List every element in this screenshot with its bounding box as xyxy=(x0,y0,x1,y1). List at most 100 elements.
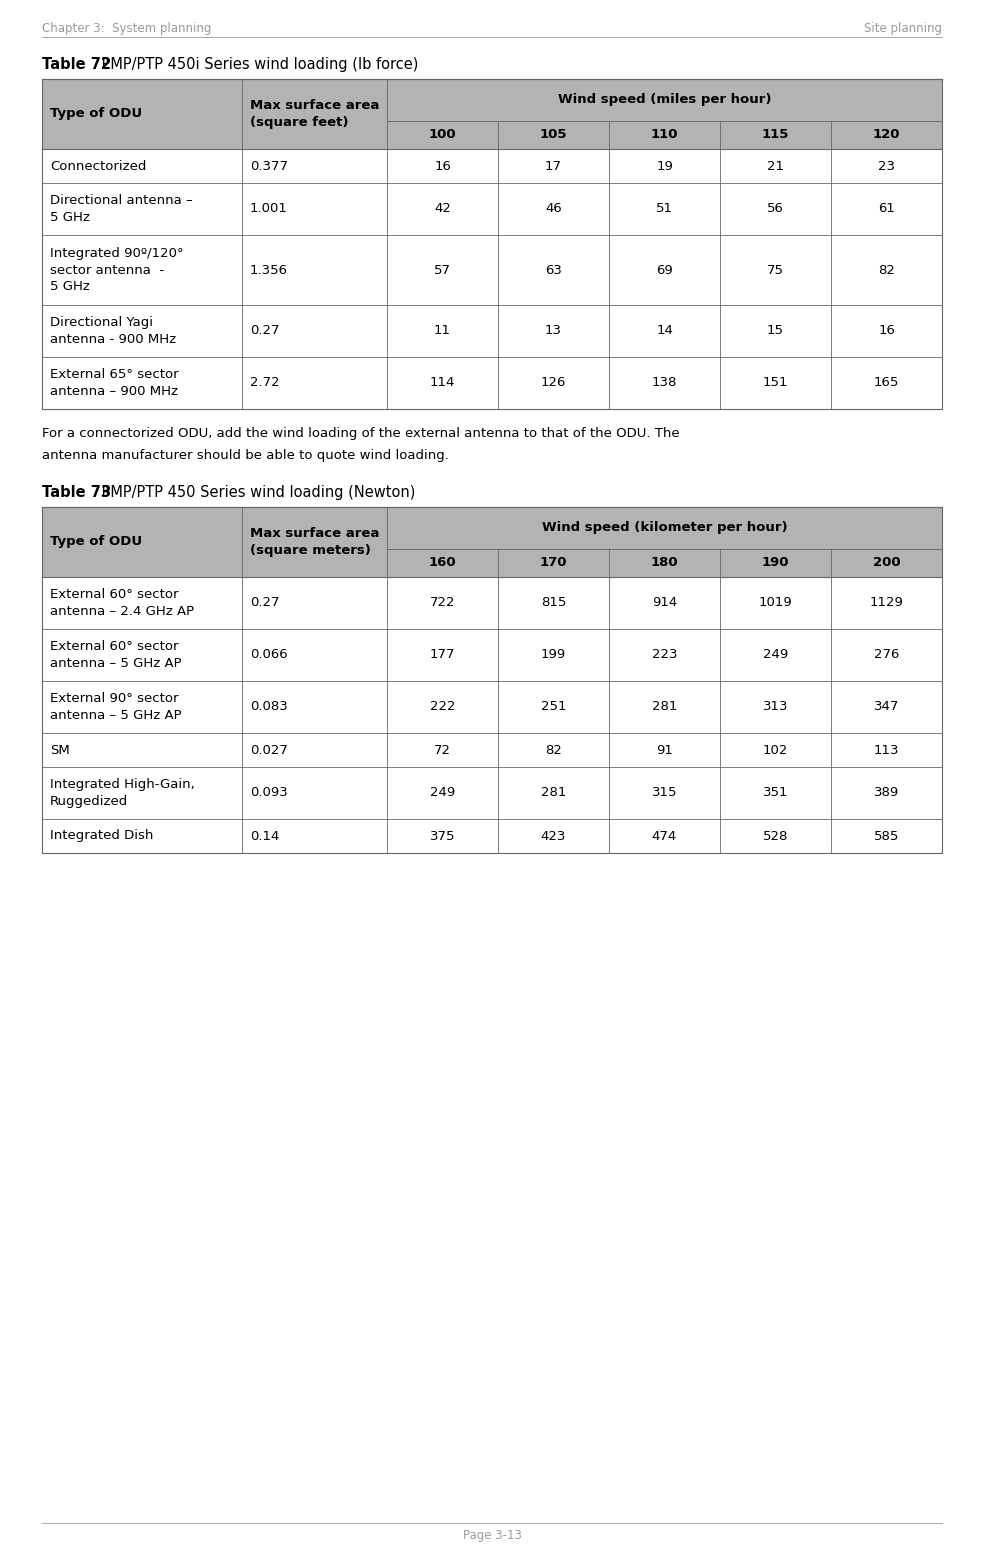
Text: 389: 389 xyxy=(874,787,899,799)
Text: 100: 100 xyxy=(429,129,457,142)
Text: PMP/PTP 450i Series wind loading (lb force): PMP/PTP 450i Series wind loading (lb for… xyxy=(97,58,418,72)
Text: 177: 177 xyxy=(430,648,456,661)
Text: 0.093: 0.093 xyxy=(250,787,287,799)
Text: 61: 61 xyxy=(878,202,894,216)
Text: 180: 180 xyxy=(650,557,678,569)
Text: 0.14: 0.14 xyxy=(250,829,279,843)
Text: 105: 105 xyxy=(540,129,567,142)
Text: 63: 63 xyxy=(545,263,562,277)
Text: 16: 16 xyxy=(878,325,894,337)
Text: 351: 351 xyxy=(763,787,788,799)
Text: Connectorized: Connectorized xyxy=(50,160,147,173)
Text: 120: 120 xyxy=(873,129,900,142)
Text: Max surface area
(square feet): Max surface area (square feet) xyxy=(250,100,380,129)
Text: 0.27: 0.27 xyxy=(250,325,279,337)
Text: 313: 313 xyxy=(763,700,788,714)
Text: Table 72: Table 72 xyxy=(42,58,111,72)
Text: 281: 281 xyxy=(541,787,566,799)
Text: Type of ODU: Type of ODU xyxy=(50,107,142,120)
Text: 474: 474 xyxy=(651,829,677,843)
Text: SM: SM xyxy=(50,743,70,756)
Text: Directional antenna –
5 GHz: Directional antenna – 5 GHz xyxy=(50,194,193,224)
Text: 56: 56 xyxy=(768,202,784,216)
Bar xyxy=(42,79,942,149)
Text: 815: 815 xyxy=(541,597,566,610)
Text: Page 3-13: Page 3-13 xyxy=(462,1529,522,1543)
Text: 199: 199 xyxy=(541,648,566,661)
Text: 151: 151 xyxy=(763,376,788,389)
Text: Type of ODU: Type of ODU xyxy=(50,535,142,549)
Text: 14: 14 xyxy=(656,325,673,337)
Text: 722: 722 xyxy=(430,597,456,610)
Text: 75: 75 xyxy=(767,263,784,277)
Text: 17: 17 xyxy=(545,160,562,173)
Text: 91: 91 xyxy=(656,743,673,756)
Text: Site planning: Site planning xyxy=(864,22,942,36)
Text: 21: 21 xyxy=(767,160,784,173)
Text: 1.001: 1.001 xyxy=(250,202,288,216)
Text: 249: 249 xyxy=(763,648,788,661)
Text: 276: 276 xyxy=(874,648,899,661)
Text: antenna manufacturer should be able to quote wind loading.: antenna manufacturer should be able to q… xyxy=(42,449,449,462)
Text: 0.377: 0.377 xyxy=(250,160,288,173)
Text: Table 73: Table 73 xyxy=(42,485,111,501)
Text: External 60° sector
antenna – 2.4 GHz AP: External 60° sector antenna – 2.4 GHz AP xyxy=(50,588,194,617)
Text: 170: 170 xyxy=(540,557,567,569)
Text: 114: 114 xyxy=(430,376,456,389)
Text: 249: 249 xyxy=(430,787,456,799)
Text: 126: 126 xyxy=(541,376,566,389)
Text: 115: 115 xyxy=(762,129,789,142)
Text: External 90° sector
antenna – 5 GHz AP: External 90° sector antenna – 5 GHz AP xyxy=(50,692,182,722)
Text: 1129: 1129 xyxy=(870,597,903,610)
Text: 69: 69 xyxy=(656,263,673,277)
Text: 15: 15 xyxy=(767,325,784,337)
Text: Integrated 90º/120°
sector antenna  -
5 GHz: Integrated 90º/120° sector antenna - 5 G… xyxy=(50,247,184,294)
Text: 1.356: 1.356 xyxy=(250,263,288,277)
Text: External 60° sector
antenna – 5 GHz AP: External 60° sector antenna – 5 GHz AP xyxy=(50,641,182,670)
Text: 165: 165 xyxy=(874,376,899,389)
Text: External 65° sector
antenna – 900 MHz: External 65° sector antenna – 900 MHz xyxy=(50,369,179,398)
Text: 110: 110 xyxy=(650,129,678,142)
Text: 0.027: 0.027 xyxy=(250,743,288,756)
Text: 528: 528 xyxy=(763,829,788,843)
Text: 0.27: 0.27 xyxy=(250,597,279,610)
Text: 222: 222 xyxy=(430,700,456,714)
Text: 315: 315 xyxy=(651,787,677,799)
Text: 914: 914 xyxy=(651,597,677,610)
Text: 281: 281 xyxy=(651,700,677,714)
Text: Directional Yagi
antenna - 900 MHz: Directional Yagi antenna - 900 MHz xyxy=(50,316,176,347)
Text: 11: 11 xyxy=(434,325,451,337)
Text: 51: 51 xyxy=(656,202,673,216)
Text: 23: 23 xyxy=(878,160,895,173)
Text: 423: 423 xyxy=(541,829,566,843)
Bar xyxy=(42,507,942,577)
Text: 46: 46 xyxy=(545,202,562,216)
Bar xyxy=(42,79,942,409)
Text: 138: 138 xyxy=(651,376,677,389)
Text: 57: 57 xyxy=(434,263,451,277)
Text: Integrated High-Gain,
Ruggedized: Integrated High-Gain, Ruggedized xyxy=(50,778,195,809)
Text: 1019: 1019 xyxy=(759,597,792,610)
Text: Wind speed (kilometer per hour): Wind speed (kilometer per hour) xyxy=(541,521,787,535)
Text: 200: 200 xyxy=(873,557,900,569)
Text: 2.72: 2.72 xyxy=(250,376,279,389)
Text: PMP/PTP 450 Series wind loading (Newton): PMP/PTP 450 Series wind loading (Newton) xyxy=(97,485,415,501)
Text: 0.066: 0.066 xyxy=(250,648,287,661)
Text: 113: 113 xyxy=(874,743,899,756)
Text: 375: 375 xyxy=(430,829,456,843)
Text: 160: 160 xyxy=(429,557,457,569)
Text: 585: 585 xyxy=(874,829,899,843)
Text: 0.083: 0.083 xyxy=(250,700,287,714)
Text: 223: 223 xyxy=(651,648,677,661)
Text: Chapter 3:  System planning: Chapter 3: System planning xyxy=(42,22,212,36)
Text: 19: 19 xyxy=(656,160,673,173)
Text: 82: 82 xyxy=(545,743,562,756)
Text: 190: 190 xyxy=(762,557,789,569)
Text: 251: 251 xyxy=(541,700,566,714)
Text: Wind speed (miles per hour): Wind speed (miles per hour) xyxy=(558,93,771,106)
Text: 16: 16 xyxy=(434,160,451,173)
Text: 42: 42 xyxy=(434,202,451,216)
Text: 347: 347 xyxy=(874,700,899,714)
Bar xyxy=(42,507,942,854)
Text: 82: 82 xyxy=(878,263,894,277)
